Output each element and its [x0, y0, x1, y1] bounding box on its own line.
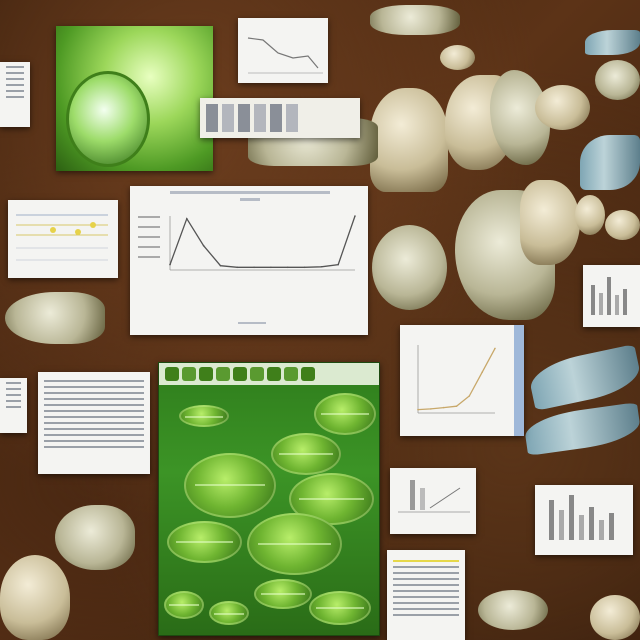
fossil-icon — [372, 225, 447, 310]
data-point — [186, 217, 188, 220]
fossil-icon — [478, 590, 548, 630]
fossil-icon — [440, 45, 475, 70]
data-point — [303, 266, 306, 269]
fossil-icon — [590, 595, 640, 640]
leaf-icon — [179, 405, 229, 427]
fossil-icon — [370, 5, 460, 35]
data-point — [417, 408, 419, 411]
fish-icon — [585, 30, 640, 55]
side-bar-chart-card — [583, 265, 640, 327]
fossil-icon — [535, 85, 590, 130]
data-point — [430, 408, 432, 410]
leaf-icon — [209, 601, 249, 625]
data-point — [442, 406, 445, 409]
bar-chart-card — [535, 485, 633, 555]
leaf-icon — [164, 591, 204, 619]
data-point — [219, 264, 222, 267]
main-line-chart — [169, 215, 356, 271]
data-point — [270, 266, 272, 269]
data-point — [354, 215, 356, 217]
document-thumbnail — [0, 62, 30, 127]
data-point — [468, 395, 471, 397]
specimen-strip — [200, 98, 360, 138]
yellow-chart-card — [8, 200, 118, 278]
fossil-icon — [605, 210, 640, 240]
data-point — [236, 266, 239, 269]
fish-icon — [580, 135, 640, 190]
data-point — [169, 263, 171, 266]
chart-thumbnail-card — [390, 468, 476, 534]
chart-title-scribble — [170, 191, 330, 194]
fossil-icon — [5, 292, 105, 344]
document-thumbnail — [0, 378, 27, 433]
thumbnail-chart — [398, 480, 470, 513]
yellow-chart — [16, 214, 108, 261]
fish-icon — [526, 344, 640, 411]
data-point — [455, 405, 458, 407]
cell-photo — [56, 26, 213, 171]
leaf-icon — [184, 453, 276, 518]
data-point — [481, 371, 483, 373]
leaf-icon — [247, 513, 342, 575]
leaf-icon — [309, 591, 371, 625]
fish-icon — [522, 402, 640, 456]
right-line-chart — [417, 345, 496, 414]
leaf-icon — [167, 521, 242, 563]
chart-subtitle-scribble — [240, 198, 260, 201]
side-bar-chart — [591, 277, 627, 315]
data-point — [202, 244, 205, 247]
leaf-icon — [271, 433, 341, 475]
data-point — [286, 266, 289, 269]
highlighted-document-card — [387, 550, 465, 640]
series-line — [169, 215, 356, 268]
data-point — [337, 263, 339, 266]
mini-chart-card — [238, 18, 328, 83]
fossil-icon — [0, 555, 70, 640]
fossil-icon — [370, 88, 448, 192]
leaf-icon — [314, 393, 376, 435]
document-card — [38, 372, 150, 474]
chart-footer-scribble — [238, 322, 266, 324]
bar-chart — [549, 495, 614, 540]
main-chart-card — [130, 186, 368, 335]
series-line — [417, 348, 496, 411]
leaf-panel-toolbar — [159, 363, 379, 385]
fossil-icon — [55, 505, 135, 570]
fossil-icon — [520, 180, 580, 265]
fossil-icon — [595, 60, 640, 100]
data-point — [494, 347, 496, 350]
y-axis-labels — [138, 208, 160, 266]
leaf-panel — [158, 362, 380, 636]
card-edge — [514, 325, 524, 436]
cell-nucleus — [66, 71, 150, 167]
data-point — [253, 266, 255, 269]
mini-line-chart — [247, 37, 323, 74]
data-point — [320, 265, 323, 268]
fossil-icon — [575, 195, 605, 235]
right-chart-card — [400, 325, 524, 436]
leaf-icon — [254, 579, 312, 609]
